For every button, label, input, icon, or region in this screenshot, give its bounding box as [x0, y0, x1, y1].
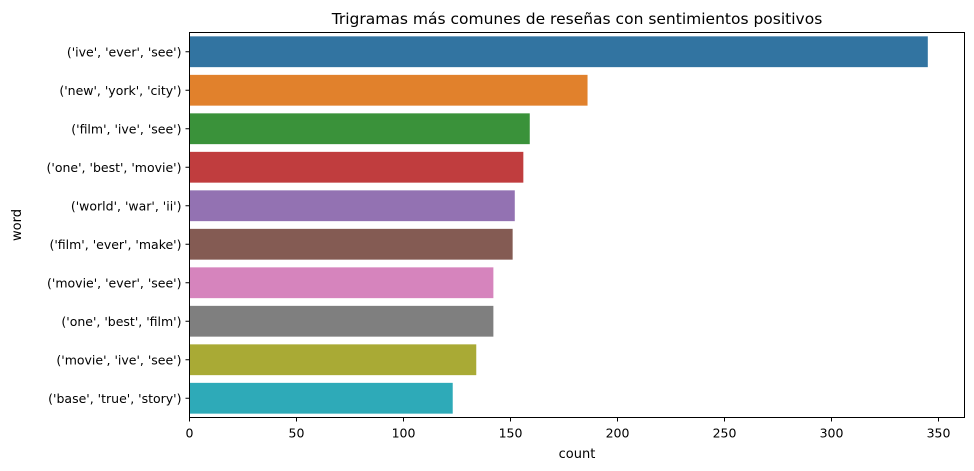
- y-tick-label: ('one', 'best', 'film'): [61, 314, 181, 329]
- y-tick-label: ('base', 'true', 'story'): [48, 391, 181, 406]
- x-tick-label: 50: [289, 426, 305, 441]
- y-tick-label: ('film', 'ever', 'make'): [49, 237, 181, 252]
- plot-frame: [189, 32, 965, 418]
- x-tick-label: 250: [713, 426, 737, 441]
- x-tick-label: 350: [927, 426, 951, 441]
- bar: [189, 344, 477, 376]
- x-axis-label: count: [559, 447, 596, 462]
- x-tick-label: 150: [499, 426, 523, 441]
- y-tick-label: ('new', 'york', 'city'): [59, 83, 181, 98]
- x-tick-label: 200: [606, 426, 630, 441]
- bar: [189, 36, 928, 68]
- bar: [189, 267, 494, 299]
- x-tick-label: 100: [392, 426, 416, 441]
- chart-title: Trigramas más comunes de reseñas con sen…: [331, 10, 823, 28]
- bar: [189, 74, 588, 106]
- x-tick-label: 0: [186, 426, 194, 441]
- y-tick-label: ('movie', 'ive', 'see'): [56, 352, 181, 367]
- bar: [189, 305, 494, 337]
- bar: [189, 382, 453, 414]
- y-tick-label: ('world', 'war', 'ii'): [71, 198, 182, 213]
- bar: [189, 151, 524, 183]
- y-tick-label: ('ive', 'ever', 'see'): [67, 44, 182, 59]
- bar: [189, 113, 530, 145]
- bar: [189, 190, 515, 222]
- x-tick-label: 300: [820, 426, 844, 441]
- y-tick-label: ('one', 'best', 'movie'): [47, 160, 182, 175]
- y-tick-label: ('film', 'ive', 'see'): [71, 121, 181, 136]
- y-axis-label: word: [10, 209, 25, 241]
- y-tick-label: ('movie', 'ever', 'see'): [47, 275, 181, 290]
- bar: [189, 228, 513, 260]
